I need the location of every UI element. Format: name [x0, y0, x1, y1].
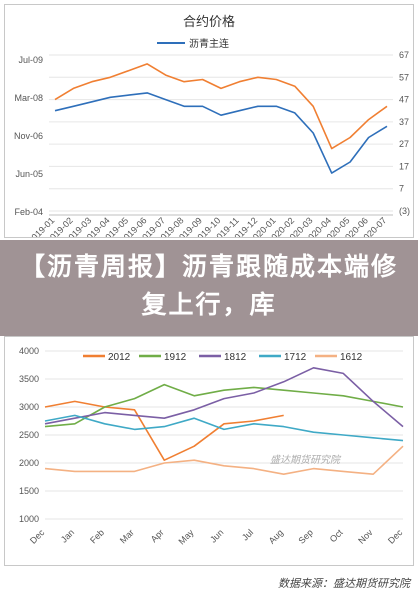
- x-tick-label: Dec: [28, 527, 47, 546]
- chart-title: 合约价格: [183, 14, 235, 30]
- y-axis-ticks: 4000 3500 3000 2500 2000 1500 1000: [19, 346, 39, 524]
- left-tick-label: Feb-04: [14, 207, 43, 217]
- data-source: 数据来源：盛达期货研究院: [278, 577, 410, 590]
- right-tick-label: 47: [399, 95, 409, 105]
- seasonal-price-chart: 2012 1912 1812 1712 1612 4000 3500 3000 2500 200…: [19, 346, 405, 546]
- headline[interactable]: 【沥青周报】沥青跟随成本端修复上行，库: [19, 252, 398, 319]
- x-tick-label: Jun: [208, 527, 225, 544]
- right-tick-label: 27: [399, 139, 409, 149]
- contract-price-chart: 合约价格 沥青主连 Jul-09 Mar-08 Nov-06 Jun-05 Fe…: [14, 14, 410, 237]
- right-tick-label: 37: [399, 117, 409, 127]
- series-line-1: [54, 63, 388, 150]
- series-line-1712: [44, 414, 404, 442]
- watermark: 盛达期货研究院: [270, 454, 342, 466]
- x-tick-label: Feb: [88, 527, 106, 545]
- series-line-2012: [44, 400, 284, 461]
- y-tick-label: 4000: [19, 346, 39, 356]
- right-axis-ticks: 67 57 47 37 27 17 7 (3): [399, 50, 410, 216]
- x-tick-label: Jan: [59, 527, 76, 544]
- legend-label-1912: 1912: [164, 352, 187, 363]
- legend-label-1612: 1612: [340, 352, 363, 363]
- y-tick-label: 2000: [19, 458, 39, 468]
- x-tick-label: Aug: [267, 527, 285, 545]
- series-group: [44, 366, 404, 475]
- legend-label-2012: 2012: [108, 352, 131, 363]
- gridlines: [49, 54, 393, 212]
- right-tick-label: 7: [399, 184, 404, 194]
- x-axis-ticks: 2019-012019-022019-032019-042019-052019-…: [26, 214, 393, 237]
- y-tick-label: 2500: [19, 430, 39, 440]
- series-line-1612: [44, 445, 404, 475]
- x-tick-label: Sep: [297, 527, 315, 545]
- x-tick-label: Oct: [328, 527, 345, 544]
- legend-label-1712: 1712: [284, 352, 307, 363]
- series-line-1912: [44, 383, 404, 428]
- seasonal-price-chart-panel: 2012 1912 1812 1712 1612 4000 3500 3000 2500 200…: [4, 336, 414, 566]
- right-tick-label: 67: [399, 50, 409, 60]
- legend-label-1812: 1812: [224, 352, 247, 363]
- x-tick-label: Mar: [118, 527, 136, 545]
- right-tick-label: (3): [399, 206, 410, 216]
- x-axis-ticks: Dec Jan Feb Mar Apr May Jun Jul Aug Sep Oct Nov Dec: [28, 527, 405, 546]
- left-tick-label: Jun-05: [15, 169, 43, 179]
- legend: 2012 1912 1812 1712 1612: [83, 352, 363, 363]
- y-tick-label: 3500: [19, 374, 39, 384]
- x-tick-label: Jul: [240, 527, 255, 542]
- x-tick-label: Apr: [149, 527, 166, 544]
- legend-label-series-0: 沥青主连: [189, 37, 229, 50]
- right-tick-label: 17: [399, 161, 409, 171]
- y-tick-label: 3000: [19, 402, 39, 412]
- x-tick-label: Nov: [356, 527, 375, 546]
- left-tick-label: Mar-08: [14, 93, 43, 103]
- series-line-1812: [44, 366, 404, 428]
- x-tick-label: May: [176, 527, 195, 546]
- y-tick-label: 1000: [19, 514, 39, 524]
- left-tick-label: Jul-09: [18, 55, 43, 65]
- left-axis-ticks: Jul-09 Mar-08 Nov-06 Jun-05 Feb-04: [14, 55, 43, 217]
- left-tick-label: Nov-06: [14, 131, 43, 141]
- x-tick-label: Dec: [386, 527, 405, 546]
- series-group: [54, 63, 388, 174]
- contract-price-chart-panel: 合约价格 沥青主连 Jul-09 Mar-08 Nov-06 Jun-05 Fe…: [4, 4, 414, 238]
- y-tick-label: 1500: [19, 486, 39, 496]
- series-line-0: [54, 92, 388, 174]
- right-tick-label: 57: [399, 72, 409, 82]
- headline-banner: [0, 240, 418, 336]
